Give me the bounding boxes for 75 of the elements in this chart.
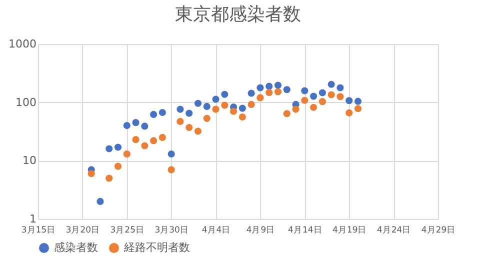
point (301, 87, 308, 94)
point (310, 92, 318, 100)
point (203, 114, 210, 122)
point (176, 106, 184, 113)
point (283, 86, 290, 94)
point (256, 94, 264, 102)
point (96, 198, 104, 205)
point (132, 119, 140, 126)
y-tick-label: 10 (22, 154, 36, 168)
chart-title: 東京都感染者数 (175, 4, 301, 25)
x-tick-label: 3月20日 (66, 226, 100, 236)
point (168, 150, 175, 158)
legend-label: 経路不明者数 (123, 241, 190, 254)
x-tick-label: 4月29日 (421, 226, 456, 236)
x-tick-label: 4月14日 (288, 226, 322, 236)
point (346, 109, 353, 116)
y-tick-label: 1000 (8, 38, 36, 50)
point (150, 110, 158, 118)
point (230, 108, 238, 115)
point (212, 106, 220, 113)
x-tick-label: 3月25日 (110, 226, 145, 236)
point (292, 106, 300, 113)
point (194, 100, 202, 107)
point (176, 118, 184, 125)
point (346, 97, 353, 104)
point (266, 89, 273, 96)
x-tick-label: 4月19日 (332, 226, 367, 236)
x-tick-label: 4月9日 (246, 226, 276, 236)
point (274, 82, 282, 89)
point (221, 90, 228, 98)
x-tick-label: 4月4日 (202, 226, 231, 236)
point (114, 144, 122, 151)
point (132, 136, 140, 144)
point (150, 137, 158, 144)
point (328, 80, 335, 88)
point (283, 110, 290, 118)
point (336, 93, 344, 100)
y-tick-label: 100 (16, 96, 36, 109)
point (158, 134, 166, 141)
point (114, 162, 122, 170)
point (168, 166, 175, 174)
legend-label: 感染者数 (54, 241, 98, 254)
point (354, 98, 362, 105)
point (88, 170, 95, 178)
point (301, 96, 308, 104)
x-tick-label: 3月15日 (21, 226, 56, 236)
point (106, 145, 113, 152)
point (274, 88, 282, 96)
point (318, 98, 326, 106)
point (256, 84, 264, 92)
point (354, 105, 362, 112)
point (212, 96, 220, 103)
point (186, 110, 193, 117)
point (141, 122, 148, 130)
point (123, 150, 130, 158)
y-tick-label: 1 (30, 212, 36, 226)
point (123, 122, 130, 130)
point (318, 89, 326, 96)
point (238, 104, 246, 112)
point (328, 91, 335, 98)
point (203, 102, 210, 110)
point (106, 174, 113, 182)
point (221, 102, 228, 109)
point (248, 90, 255, 97)
point (186, 124, 193, 132)
point (194, 128, 202, 135)
point (141, 142, 148, 150)
point (158, 108, 166, 116)
x-tick-label: 4月24日 (376, 226, 412, 236)
point (310, 104, 318, 111)
point (238, 113, 246, 121)
point (266, 82, 273, 90)
x-tick-label: 3月30日 (154, 226, 189, 236)
point (248, 100, 255, 108)
point (336, 84, 344, 92)
